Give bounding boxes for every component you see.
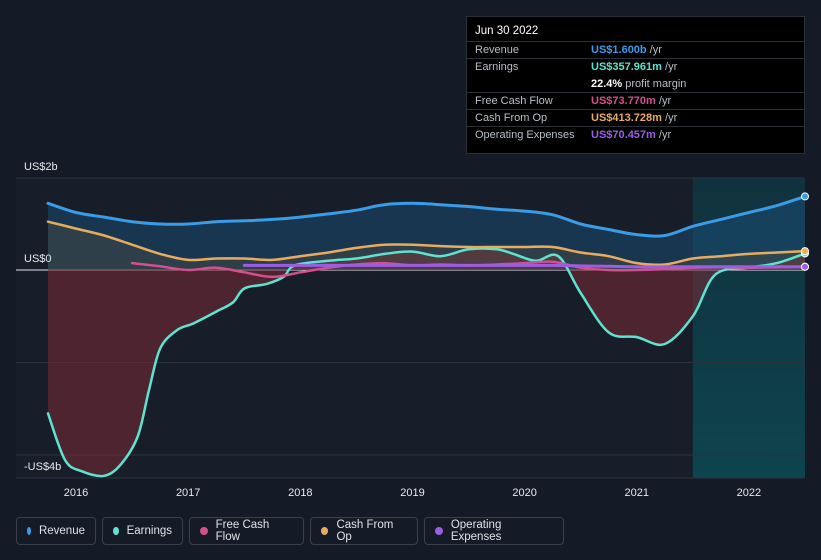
y-tick-label: US$2b <box>24 161 58 173</box>
cash-from-op-line <box>46 220 807 267</box>
x-tick-label: 2019 <box>400 487 424 499</box>
earnings-line <box>46 247 807 478</box>
tooltip-label: Earnings <box>475 61 519 73</box>
x-tick-label: 2017 <box>176 487 200 499</box>
tooltip-row-revenue: Revenue US$1.600b /yr <box>467 41 804 59</box>
tooltip-row-fcf: Free Cash Flow US$73.770m /yr <box>467 92 804 110</box>
tooltip-row-opex: Operating Expenses US$70.457m /yr <box>467 126 804 144</box>
legend-label: Free Cash Flow <box>215 519 270 543</box>
legend-dot-icon <box>321 527 329 535</box>
legend-dot-icon <box>27 527 31 535</box>
tooltip-value-fcf: US$73.770m /yr <box>591 95 672 107</box>
legend-item-revenue[interactable]: Revenue <box>16 517 96 545</box>
operating-expenses-end-marker <box>801 262 809 271</box>
legend-item-earnings[interactable]: Earnings <box>102 517 183 545</box>
y-axis-labels: US$2b US$0 -US$4b <box>24 161 61 473</box>
series-lines <box>46 194 807 478</box>
tooltip-label: Cash From Op <box>475 112 548 124</box>
tooltip-row-margin: 22.4% profit margin <box>467 75 804 93</box>
legend-item-operating-expenses[interactable]: Operating Expenses <box>424 517 564 545</box>
chart-canvas: US$2b US$0 -US$4b 2016 2017 2018 2019 2020 20… <box>16 161 809 499</box>
tooltip-label: Operating Expenses <box>475 129 575 141</box>
tooltip-label: Free Cash Flow <box>475 95 553 107</box>
legend-dot-icon <box>435 527 443 535</box>
series-end-markers <box>801 192 809 271</box>
revenue-end-marker <box>801 192 809 201</box>
x-tick-label: 2020 <box>512 487 536 499</box>
tooltip-date: Jun 30 2022 <box>475 25 539 37</box>
revenue-area <box>48 196 805 270</box>
legend-dot-icon <box>113 527 119 535</box>
operating-expenses-line <box>242 263 807 269</box>
tooltip-value-opex: US$70.457m /yr <box>591 129 672 141</box>
x-axis-labels: 2016 2017 2018 2019 2020 2021 2022 <box>64 487 761 499</box>
tooltip-label: Revenue <box>475 44 520 56</box>
tooltip-profit-margin: 22.4% profit margin <box>591 78 687 90</box>
legend-label: Cash From Op <box>336 519 394 543</box>
y-tick-label: -US$4b <box>24 461 61 473</box>
legend-label: Operating Expenses <box>450 519 502 543</box>
data-tooltip: Jun 30 2022 Revenue US$1.600b /yr Earnin… <box>466 16 805 154</box>
tooltip-row-cfo: Cash From Op US$413.728m /yr <box>467 109 804 127</box>
legend-item-free-cash-flow[interactable]: Free Cash Flow <box>189 517 304 545</box>
y-tick-label: US$0 <box>24 253 52 265</box>
revenue-line <box>46 194 807 238</box>
cash-from-op-end-marker <box>801 247 809 256</box>
x-tick-label: 2016 <box>64 487 88 499</box>
tooltip-row-earnings: Earnings US$357.961m /yr <box>467 58 804 76</box>
tooltip-value-earnings: US$357.961m /yr <box>591 61 678 73</box>
legend-label: Revenue <box>38 525 85 537</box>
tooltip-value-cfo: US$413.728m /yr <box>591 112 678 124</box>
legend-dot-icon <box>200 527 208 535</box>
x-tick-label: 2021 <box>625 487 649 499</box>
x-tick-label: 2022 <box>737 487 761 499</box>
x-tick-label: 2018 <box>288 487 312 499</box>
earnings-area <box>48 248 805 477</box>
legend-item-cash-from-op[interactable]: Cash From Op <box>310 517 418 545</box>
tooltip-value-revenue: US$1.600b /yr <box>591 44 662 56</box>
legend-label: Earnings <box>126 525 172 537</box>
